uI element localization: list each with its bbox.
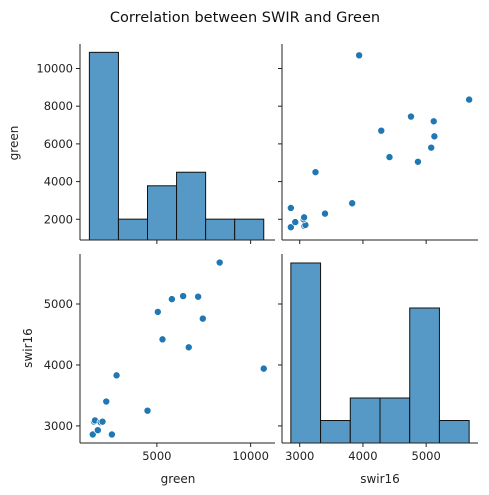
scatter-point xyxy=(465,95,474,104)
scatter-point xyxy=(320,209,329,218)
scatter-point xyxy=(430,132,439,141)
panel-green-histogram: 2000 4000 6000 8000 10000 xyxy=(36,44,275,244)
scatter-point xyxy=(198,314,207,323)
scatter-point xyxy=(98,417,107,426)
scatter-point xyxy=(167,295,176,304)
scatter-point xyxy=(385,153,394,162)
scatter-point xyxy=(259,364,268,373)
scatter-point xyxy=(355,51,364,60)
x-tick-label: 10000 xyxy=(232,449,269,463)
histogram-bar-swir16 xyxy=(349,397,381,444)
panel-swir16-vs-green-scatter: 3000 4000 5000 5000 10000 xyxy=(44,254,275,463)
histogram-bar-green xyxy=(176,171,207,241)
histogram-bar-swir16 xyxy=(438,420,470,444)
scatter-point xyxy=(427,143,436,152)
scatter-point xyxy=(291,218,300,227)
x-tick-label: 3000 xyxy=(285,449,314,463)
scatter-point xyxy=(179,292,188,301)
scatter-point xyxy=(429,117,438,126)
scatter-point xyxy=(286,223,295,232)
scatter-point xyxy=(194,292,203,301)
scatter-point xyxy=(143,406,152,415)
histogram-bar-swir16 xyxy=(409,307,440,444)
histogram-bar-green xyxy=(234,218,265,241)
y-tick-label: 6000 xyxy=(44,137,73,151)
y-tick-label: 5000 xyxy=(44,297,73,311)
x-axis-label-swir16: swir16 xyxy=(360,472,400,486)
y-axis-label-green: green xyxy=(7,126,21,161)
scatter-point xyxy=(311,168,320,177)
y-tick-label: 10000 xyxy=(36,62,73,76)
x-axis-label-green: green xyxy=(161,472,196,486)
y-tick-label: 3000 xyxy=(44,419,73,433)
scatter-point xyxy=(93,426,102,435)
histogram-bar-green xyxy=(205,218,236,241)
histogram-bar-swir16 xyxy=(320,420,351,444)
scatter-point xyxy=(413,157,422,166)
scatter-point xyxy=(88,430,97,439)
scatter-point xyxy=(153,307,162,316)
histogram-bar-swir16 xyxy=(379,397,411,444)
x-tick-label: 5000 xyxy=(412,449,441,463)
y-tick-label: 4000 xyxy=(44,358,73,372)
histogram-bar-green xyxy=(88,51,119,241)
y-axis-label-swir16: swir16 xyxy=(21,328,35,368)
scatter-point xyxy=(107,430,116,439)
panel-swir16-histogram: 3000 4000 5000 xyxy=(278,254,478,463)
x-tick-label: 5000 xyxy=(142,449,171,463)
scatter-point xyxy=(112,371,121,380)
y-tick-label: 8000 xyxy=(44,99,73,113)
scatter-point xyxy=(348,199,357,208)
y-tick-label: 2000 xyxy=(44,212,73,226)
histogram-bar-swir16 xyxy=(290,262,322,444)
scatter-point xyxy=(300,213,309,222)
scatter-point xyxy=(158,335,167,344)
panel-green-vs-swir16-scatter xyxy=(278,44,478,244)
chart-title: Correlation between SWIR and Green xyxy=(110,10,380,26)
x-tick-label: 4000 xyxy=(348,449,377,463)
scatter-point xyxy=(286,203,295,212)
scatter-point xyxy=(406,112,415,121)
scatter-point xyxy=(102,397,111,406)
scatter-point xyxy=(377,126,386,135)
scatter-point xyxy=(215,258,224,267)
histogram-bar-green xyxy=(117,218,148,241)
y-tick-label: 4000 xyxy=(44,175,73,189)
histogram-bar-green xyxy=(147,185,178,241)
scatter-point xyxy=(184,343,193,352)
